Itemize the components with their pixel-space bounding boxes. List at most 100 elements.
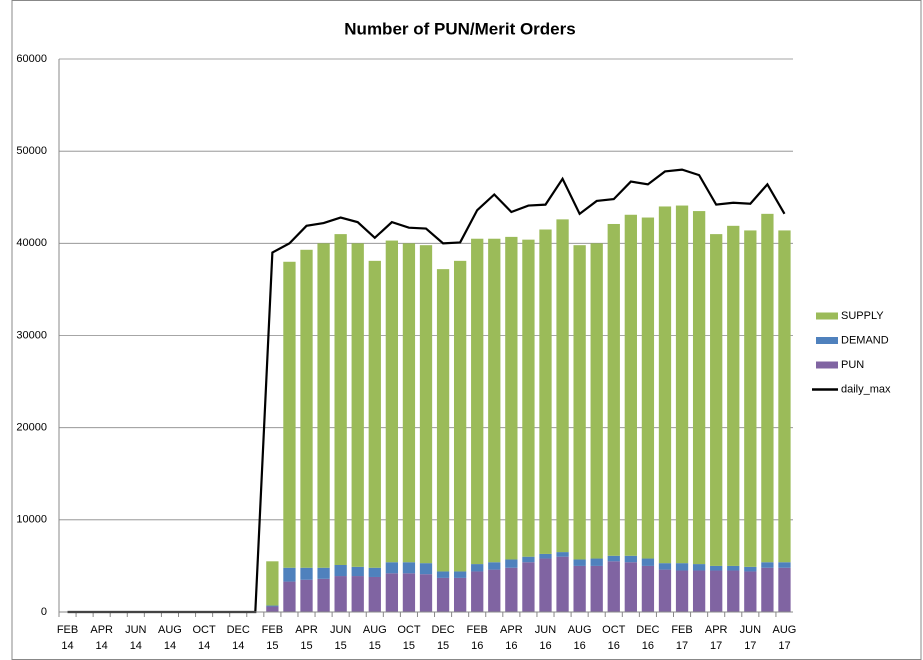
bar-segment xyxy=(266,606,279,612)
bar-segment xyxy=(522,562,535,612)
bar-segment xyxy=(317,243,330,568)
bar-segment xyxy=(658,206,672,564)
bar-segment xyxy=(402,243,416,563)
bar-segment xyxy=(692,211,706,565)
bar-segment xyxy=(453,260,467,572)
bar-segment xyxy=(300,579,313,612)
x-tick-label: FEB 17 xyxy=(671,624,692,652)
bar-segment xyxy=(556,219,569,553)
bar-segment xyxy=(727,570,740,612)
x-tick-label: OCT 16 xyxy=(602,624,626,652)
bar-segment xyxy=(317,578,330,612)
bar-segment xyxy=(488,562,501,570)
y-tick-label: 40000 xyxy=(16,237,47,249)
bar-segment xyxy=(436,577,450,612)
legend-label: SUPPLY xyxy=(841,310,884,322)
bar-segment xyxy=(488,569,501,612)
legend-label: daily_max xyxy=(841,383,891,395)
y-tick-label: 20000 xyxy=(16,422,47,434)
x-tick-label: APR 14 xyxy=(90,624,113,652)
x-tick-label: DEC 15 xyxy=(431,624,454,652)
bar-segment xyxy=(710,570,723,612)
bar-segment xyxy=(641,217,655,559)
bar-segment xyxy=(556,556,569,612)
bar-segment xyxy=(266,605,279,607)
legend-swatch xyxy=(816,337,838,344)
bar-segment xyxy=(692,570,706,612)
bar-segment xyxy=(590,558,603,566)
bar-segment xyxy=(744,230,757,567)
bar-segment xyxy=(402,562,416,574)
bar-segment xyxy=(539,229,552,554)
y-tick-label: 30000 xyxy=(16,329,47,341)
bar-segment xyxy=(505,559,518,568)
bar-segment xyxy=(522,239,535,557)
bar-segment xyxy=(573,245,586,560)
bar-segment xyxy=(624,214,637,556)
bar-segment xyxy=(573,559,586,566)
bar-segment xyxy=(351,576,364,612)
bar-segment xyxy=(385,240,399,563)
legend-swatch xyxy=(816,361,838,369)
bar-segment xyxy=(505,567,518,612)
y-tick-label: 0 xyxy=(41,606,47,618)
bar-segment xyxy=(590,243,603,559)
bar-segment xyxy=(761,213,774,563)
bar-segment xyxy=(402,573,416,612)
bar-segment xyxy=(624,562,637,612)
legend-label: PUN xyxy=(841,359,864,371)
bar-segment xyxy=(385,573,399,612)
bar-segment xyxy=(778,230,791,563)
bar-segment xyxy=(692,564,706,571)
y-tick-label: 50000 xyxy=(16,145,47,157)
x-tick-label: JUN 15 xyxy=(330,624,351,652)
bar-segment xyxy=(710,565,723,571)
y-tick-label: 60000 xyxy=(16,53,47,65)
legend-swatch xyxy=(816,312,838,320)
bar-segment xyxy=(368,567,381,577)
bar-segment xyxy=(539,553,552,559)
bar-segment xyxy=(607,555,620,562)
bar-segment xyxy=(658,569,672,612)
x-tick-label: APR 15 xyxy=(295,624,318,652)
legend-label: DEMAND xyxy=(841,334,889,346)
bar-segment xyxy=(283,581,296,612)
bar-segment xyxy=(471,238,484,565)
bar-segment xyxy=(641,558,655,566)
x-tick-label: FEB 14 xyxy=(57,624,78,652)
bar-segment xyxy=(607,223,620,556)
bar-segment xyxy=(351,566,364,577)
bar-segment xyxy=(419,574,433,612)
bar-segment xyxy=(710,234,723,566)
x-tick-label: AUG 16 xyxy=(568,624,592,652)
bar-segment xyxy=(266,561,279,606)
x-tick-label: OCT 15 xyxy=(397,624,421,652)
bar-segment xyxy=(385,562,399,574)
bar-segment xyxy=(334,564,347,577)
bar-segment xyxy=(351,243,364,567)
bar-segment xyxy=(368,260,381,568)
chart-title: Number of PUN/Merit Orders xyxy=(344,19,575,38)
bar-segment xyxy=(573,565,586,612)
x-tick-label: DEC 16 xyxy=(636,624,659,652)
bar-segment xyxy=(761,567,774,612)
x-tick-label: OCT 14 xyxy=(192,624,216,652)
bar-segment xyxy=(453,577,467,612)
bar-segment xyxy=(675,563,689,571)
bar-segment xyxy=(283,261,296,568)
bar-segment xyxy=(658,563,672,570)
bar-segment xyxy=(522,556,535,563)
bar-segment xyxy=(436,269,450,572)
x-tick-label: JUN 16 xyxy=(535,624,556,652)
x-tick-label: DEC 14 xyxy=(227,624,250,652)
bar-segment xyxy=(641,565,655,612)
bar-segment xyxy=(368,576,381,612)
bar-segment xyxy=(471,564,484,572)
bar-segment xyxy=(727,565,740,571)
y-tick-label: 10000 xyxy=(16,514,47,526)
bar-segment xyxy=(419,245,433,564)
bar-segment xyxy=(419,563,433,575)
bar-segment xyxy=(453,571,467,578)
bar-segment xyxy=(624,555,637,563)
x-tick-label: JUN 14 xyxy=(125,624,146,652)
